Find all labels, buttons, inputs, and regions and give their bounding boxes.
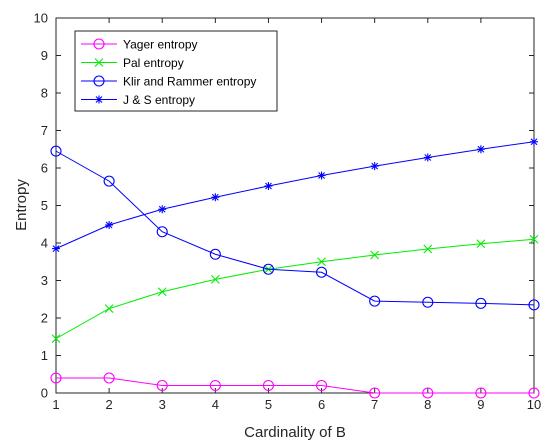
y-tick-label: 1 xyxy=(41,348,48,363)
data-point xyxy=(423,153,432,162)
y-tick-label: 8 xyxy=(41,86,48,101)
y-tick-label: 4 xyxy=(41,236,48,251)
data-point xyxy=(52,244,60,253)
x-axis-label: Cardinality of B xyxy=(244,424,346,441)
x-tick-label: 3 xyxy=(159,397,166,412)
data-point xyxy=(93,38,105,50)
data-point xyxy=(317,171,326,180)
legend-entry: Pal entropy xyxy=(81,56,184,70)
legend-label: Klir and Rammer entropy xyxy=(123,75,256,89)
y-tick-label: 9 xyxy=(41,48,48,63)
y-tick-label: 6 xyxy=(41,161,48,176)
data-point xyxy=(316,379,328,392)
data-point xyxy=(157,287,167,297)
y-tick-label: 5 xyxy=(41,198,48,213)
series-layer xyxy=(50,137,540,399)
series-line xyxy=(56,377,534,394)
data-point xyxy=(51,334,61,344)
data-point xyxy=(156,379,168,392)
legend: Yager entropy Pal entropy Klir and Rammer … xyxy=(74,30,278,112)
data-point xyxy=(95,95,103,104)
legend-label: Pal entropy xyxy=(123,56,184,70)
data-point xyxy=(316,266,328,278)
x-tick-label: 8 xyxy=(424,397,431,412)
data-point xyxy=(156,226,168,238)
data-point xyxy=(476,239,486,249)
data-point xyxy=(370,250,380,260)
data-point xyxy=(50,145,62,157)
data-point xyxy=(369,387,381,399)
data-point xyxy=(264,182,273,190)
data-point xyxy=(262,379,274,392)
data-point xyxy=(94,58,104,67)
y-tick-label: 2 xyxy=(41,311,48,326)
data-point xyxy=(476,145,485,154)
legend-entry: Klir and Rammer entropy xyxy=(81,75,256,89)
data-point xyxy=(317,257,326,267)
x-tick-label: 6 xyxy=(318,397,325,412)
y-tick-label: 3 xyxy=(41,273,48,288)
x-tick-label: 5 xyxy=(265,397,272,412)
data-point xyxy=(104,304,114,314)
y-tick-label: 0 xyxy=(41,386,48,401)
data-point xyxy=(370,162,379,171)
data-point xyxy=(209,248,221,260)
data-point xyxy=(211,193,220,202)
y-tick-label: 7 xyxy=(41,123,48,138)
data-point xyxy=(105,221,114,229)
legend-entry: Yager entropy xyxy=(81,38,198,52)
x-tick-label: 1 xyxy=(52,397,59,412)
data-point xyxy=(209,379,221,392)
data-point xyxy=(423,244,433,254)
x-tick-label: 4 xyxy=(212,397,219,412)
series-3 xyxy=(50,145,540,311)
data-point xyxy=(93,75,105,87)
y-axis-label: Entropy xyxy=(13,179,30,231)
x-tick-label: 2 xyxy=(105,397,112,412)
x-tick-label: 10 xyxy=(527,397,541,412)
data-point xyxy=(103,175,115,187)
data-point xyxy=(475,387,487,399)
y-tick-label: 10 xyxy=(34,11,48,26)
data-point xyxy=(422,296,434,308)
data-point xyxy=(262,263,274,275)
data-point xyxy=(530,137,538,146)
data-point xyxy=(528,299,540,311)
legend-label: Yager entropy xyxy=(123,38,198,52)
x-tick-label: 9 xyxy=(477,397,484,412)
data-point xyxy=(369,295,381,307)
data-point xyxy=(529,234,539,244)
legend-label: J & S entropy xyxy=(123,93,195,107)
data-point xyxy=(210,274,220,284)
data-point xyxy=(475,297,487,309)
data-point xyxy=(528,387,540,399)
series-line xyxy=(55,141,535,250)
series-line xyxy=(55,150,535,306)
data-point xyxy=(422,387,434,399)
legend-entry: J & S entropy xyxy=(81,93,195,107)
x-tick-label: 7 xyxy=(371,397,378,412)
series-4 xyxy=(52,137,538,253)
data-point xyxy=(50,372,62,384)
series-line xyxy=(55,238,535,340)
data-point xyxy=(158,205,167,214)
data-point xyxy=(103,372,115,384)
series-1 xyxy=(50,372,540,399)
series-2 xyxy=(51,234,539,344)
